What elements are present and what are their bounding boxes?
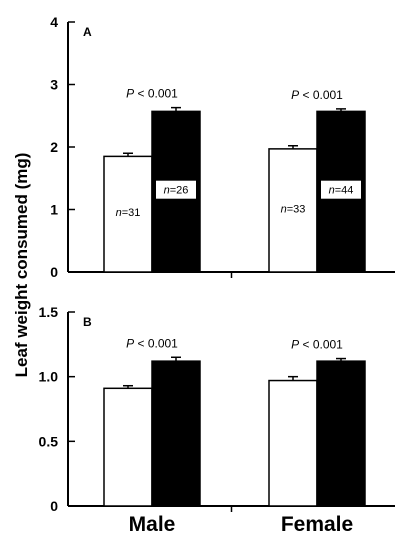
p-value-annotation: P < 0.001: [291, 338, 343, 352]
n-label-box: [156, 180, 196, 199]
n-label-box: [321, 180, 361, 199]
bar-b-female-black: [316, 360, 366, 507]
bar-b-male-white: [103, 387, 153, 507]
panel-letter-a: A: [83, 25, 92, 39]
p-value-annotation: P < 0.001: [126, 336, 178, 350]
n-label: n=44: [329, 185, 354, 197]
y-tick-label-b: 0.5: [39, 433, 59, 449]
panel-b: 0 0.5 1.0 1.5 B P < 0.001 P < 0.001: [39, 304, 395, 514]
bar-a-male-white: [103, 155, 153, 273]
category-label-female: Female: [281, 513, 353, 536]
y-tick-label-a: 1: [50, 202, 58, 218]
y-tick-label-b: 1.0: [39, 369, 59, 385]
bar-b-male-black: [151, 360, 201, 507]
panel-letter-b: B: [83, 315, 92, 329]
p-value-annotation: P < 0.001: [291, 88, 343, 102]
y-tick-label-a: 4: [50, 14, 58, 30]
n-label: n=31: [116, 207, 141, 219]
n-label: n=33: [281, 203, 306, 215]
n-label: n=26: [164, 185, 189, 197]
y-tick-label-b: 0: [50, 498, 58, 514]
y-axis-label: Leaf weight consumed (mg): [12, 153, 31, 378]
y-tick-label-a: 3: [50, 77, 58, 93]
y-tick-label-b: 1.5: [39, 304, 59, 320]
p-value-annotation: P < 0.001: [126, 87, 178, 101]
bar-b-female-white: [268, 379, 318, 507]
category-label-male: Male: [129, 513, 176, 536]
y-tick-label-a: 0: [50, 264, 58, 280]
panel-a: 0 1 2 3 4 An=31 n=26 P < 0.001 n=33 n=44 P < 0.001: [50, 14, 395, 280]
y-tick-label-a: 2: [50, 139, 58, 155]
